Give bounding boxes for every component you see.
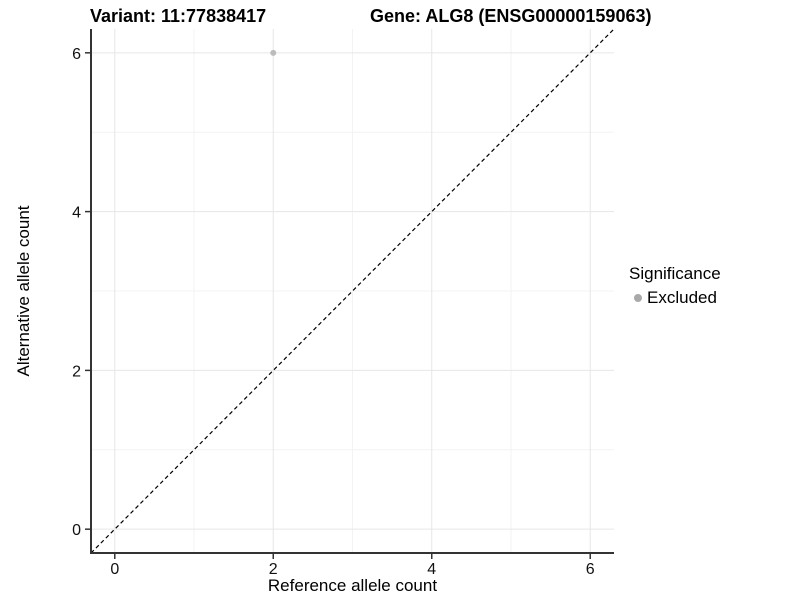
x-tick-label: 2 bbox=[269, 561, 278, 578]
y-tick-label: 0 bbox=[72, 522, 81, 539]
x-tick-label: 0 bbox=[110, 561, 119, 578]
legend-title: Significance bbox=[629, 264, 721, 283]
y-axis-title: Alternative allele count bbox=[14, 205, 33, 377]
excluded-point-icon bbox=[634, 294, 642, 302]
data-point-excluded bbox=[270, 49, 277, 56]
x-tick-label: 6 bbox=[586, 561, 595, 578]
y-tick-label: 6 bbox=[72, 46, 81, 63]
identity-reference-line bbox=[90, 28, 615, 554]
legend-item-label: Excluded bbox=[647, 288, 717, 307]
gene-title: Gene: ALG8 (ENSG00000159063) bbox=[370, 6, 652, 26]
y-tick-label: 2 bbox=[72, 363, 81, 380]
x-axis-title: Reference allele count bbox=[267, 576, 438, 595]
x-tick-label: 4 bbox=[427, 561, 436, 578]
variant-title: Variant: 11:77838417 bbox=[90, 6, 267, 26]
y-tick-label: 4 bbox=[72, 205, 81, 222]
legend: Significance Excluded bbox=[629, 264, 721, 308]
legend-item-excluded: Excluded bbox=[629, 288, 721, 308]
